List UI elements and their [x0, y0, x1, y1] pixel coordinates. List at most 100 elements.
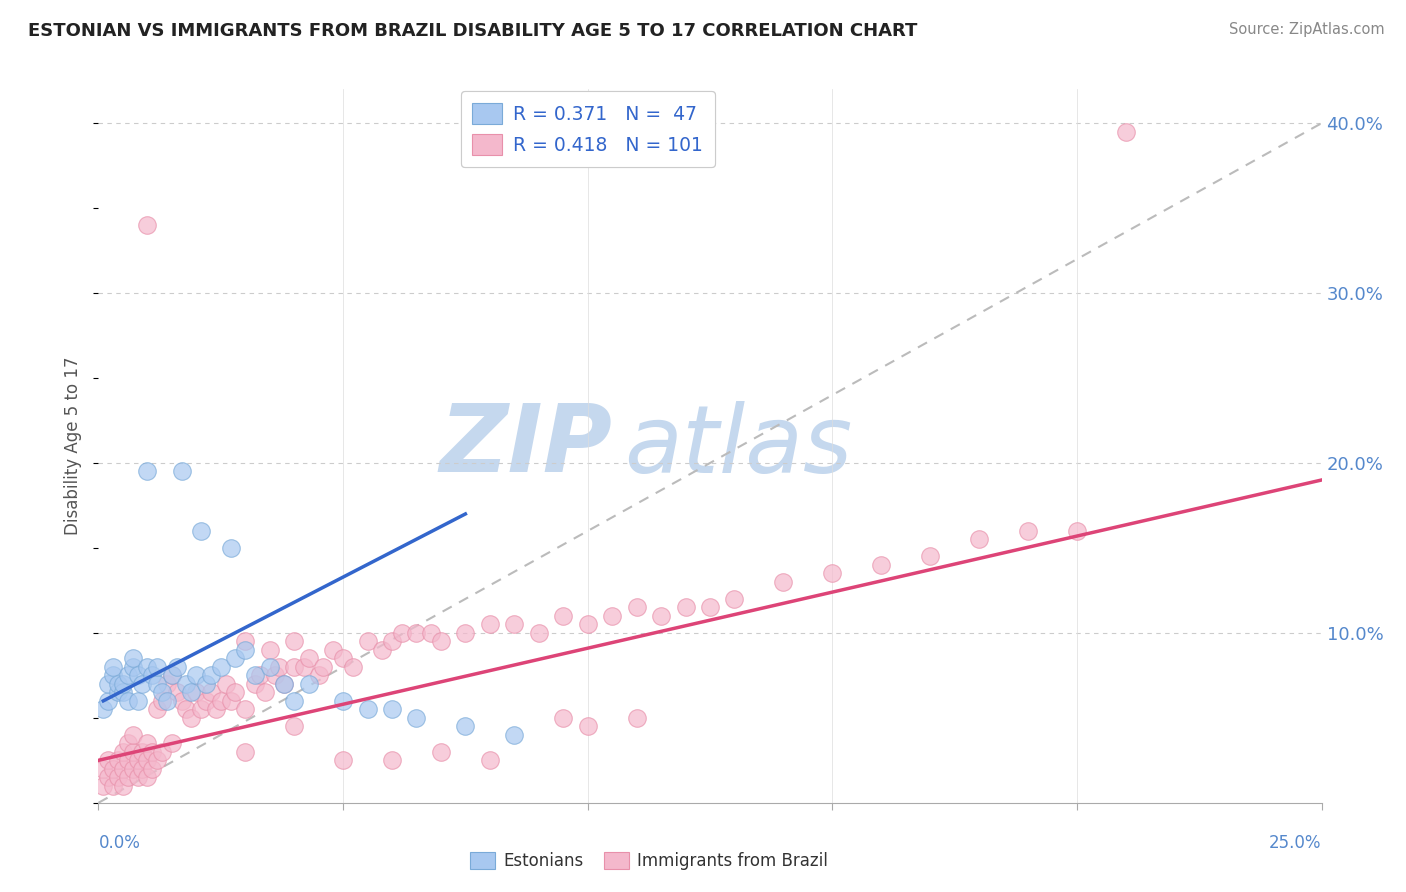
Point: [111, 762, 134, 776]
Point: [160, 736, 183, 750]
Point: [101, 779, 124, 793]
Point: [111, 745, 134, 759]
Point: [190, 702, 212, 716]
Point: [650, 608, 672, 623]
Point: [97, 770, 120, 784]
Point: [332, 651, 354, 665]
Point: [503, 617, 526, 632]
Point: [283, 719, 305, 733]
Text: Source: ZipAtlas.com: Source: ZipAtlas.com: [1229, 22, 1385, 37]
Point: [186, 685, 208, 699]
Point: [322, 643, 344, 657]
Point: [391, 626, 413, 640]
Point: [190, 524, 212, 538]
Point: [141, 745, 163, 759]
Point: [723, 591, 745, 606]
Point: [150, 685, 173, 699]
Point: [146, 753, 169, 767]
Point: [111, 779, 134, 793]
Point: [131, 677, 153, 691]
Point: [342, 660, 364, 674]
Point: [121, 762, 143, 776]
Point: [772, 574, 794, 589]
Point: [146, 677, 169, 691]
Point: [136, 770, 159, 784]
Point: [821, 566, 844, 581]
Point: [186, 668, 208, 682]
Point: [97, 677, 120, 691]
Point: [209, 660, 232, 674]
Point: [243, 677, 266, 691]
Point: [503, 728, 526, 742]
Point: [136, 465, 159, 479]
Point: [195, 694, 218, 708]
Point: [553, 711, 575, 725]
Point: [150, 745, 173, 759]
Point: [136, 736, 159, 750]
Point: [283, 694, 305, 708]
Point: [121, 660, 143, 674]
Point: [180, 685, 202, 699]
Point: [127, 753, 149, 767]
Point: [259, 643, 281, 657]
Point: [146, 660, 169, 674]
Point: [269, 660, 291, 674]
Point: [1017, 524, 1039, 538]
Point: [675, 600, 697, 615]
Point: [405, 626, 427, 640]
Point: [91, 779, 114, 793]
Point: [283, 660, 305, 674]
Point: [312, 660, 335, 674]
Point: [180, 711, 202, 725]
Point: [117, 770, 139, 784]
Point: [233, 745, 256, 759]
Point: [127, 770, 149, 784]
Point: [553, 608, 575, 623]
Point: [224, 651, 246, 665]
Point: [263, 668, 285, 682]
Point: [292, 660, 315, 674]
Text: 0.0%: 0.0%: [98, 834, 141, 852]
Point: [160, 668, 183, 682]
Point: [97, 753, 120, 767]
Point: [1066, 524, 1088, 538]
Point: [219, 541, 242, 555]
Text: 25.0%: 25.0%: [1270, 834, 1322, 852]
Point: [91, 702, 114, 716]
Point: [156, 694, 179, 708]
Point: [170, 465, 193, 479]
Point: [101, 762, 124, 776]
Point: [136, 218, 159, 232]
Point: [170, 694, 193, 708]
Point: [920, 549, 942, 564]
Point: [233, 634, 256, 648]
Text: atlas: atlas: [624, 401, 852, 491]
Point: [430, 745, 453, 759]
Point: [156, 677, 179, 691]
Point: [136, 753, 159, 767]
Point: [600, 608, 623, 623]
Point: [283, 634, 305, 648]
Point: [626, 711, 648, 725]
Point: [111, 685, 134, 699]
Point: [127, 694, 149, 708]
Point: [371, 643, 394, 657]
Point: [332, 694, 354, 708]
Legend: R = 0.371   N =  47, R = 0.418   N = 101: R = 0.371 N = 47, R = 0.418 N = 101: [461, 92, 714, 167]
Point: [91, 762, 114, 776]
Point: [101, 660, 124, 674]
Point: [576, 719, 599, 733]
Point: [107, 685, 129, 699]
Point: [209, 694, 232, 708]
Point: [131, 745, 153, 759]
Point: [117, 736, 139, 750]
Point: [454, 626, 477, 640]
Point: [101, 668, 124, 682]
Point: [405, 711, 427, 725]
Point: [127, 668, 149, 682]
Point: [111, 677, 134, 691]
Point: [131, 762, 153, 776]
Point: [117, 753, 139, 767]
Point: [160, 668, 183, 682]
Point: [298, 651, 321, 665]
